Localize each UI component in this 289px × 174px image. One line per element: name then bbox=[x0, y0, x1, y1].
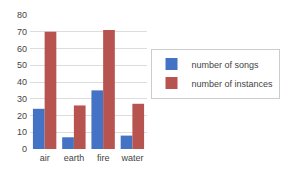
svg-text:number of instances: number of instances bbox=[192, 79, 274, 89]
svg-text:70: 70 bbox=[17, 27, 27, 37]
svg-text:30: 30 bbox=[17, 94, 27, 104]
svg-text:50: 50 bbox=[17, 60, 27, 70]
svg-text:fire: fire bbox=[97, 153, 110, 163]
svg-text:air: air bbox=[40, 153, 50, 163]
svg-text:10: 10 bbox=[17, 127, 27, 137]
svg-text:20: 20 bbox=[17, 111, 27, 121]
svg-text:earth: earth bbox=[64, 153, 85, 163]
svg-text:0: 0 bbox=[22, 144, 27, 154]
svg-text:60: 60 bbox=[17, 44, 27, 54]
svg-text:number of songs: number of songs bbox=[192, 60, 260, 70]
svg-text:80: 80 bbox=[17, 10, 27, 20]
svg-text:water: water bbox=[120, 153, 143, 163]
svg-text:40: 40 bbox=[17, 77, 27, 87]
